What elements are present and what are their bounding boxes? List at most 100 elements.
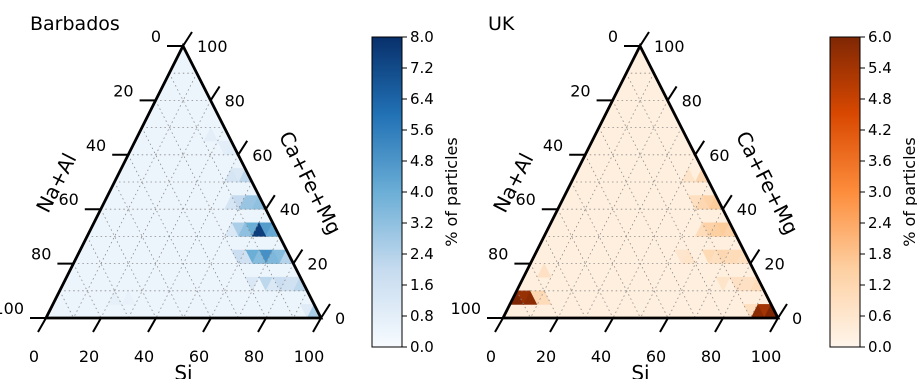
si-tick — [714, 317, 724, 333]
si-tick — [37, 317, 47, 333]
si-tick — [494, 317, 504, 333]
si-tick — [549, 317, 559, 333]
ca-fe-mg-tick-label: 80 — [225, 91, 245, 110]
panel-uk: 000202020404040606060808080100100100SiNa… — [450, 13, 917, 379]
grid-line — [293, 290, 308, 319]
si-tick — [147, 317, 157, 333]
grid-line — [625, 73, 751, 319]
ca-fe-mg-tick — [694, 140, 706, 156]
grid-line — [612, 100, 724, 319]
na-al-tick-label: 40 — [86, 136, 106, 155]
triangle-outline — [500, 42, 781, 320]
colorbar-tick-label: 4.0 — [410, 183, 434, 201]
na-al-tick-label: 20 — [113, 81, 133, 100]
colorbar-tick-label: 5.4 — [868, 59, 892, 77]
grid-line — [59, 290, 74, 319]
colorbar-tick-label: 4.2 — [868, 121, 892, 139]
ca-fe-mg-tick — [320, 303, 331, 319]
grid-line — [612, 154, 696, 319]
si-tick-label: 40 — [591, 347, 611, 366]
grid-line — [265, 263, 294, 319]
si-tick-label: 60 — [646, 347, 666, 366]
colorbar-tick-label: 3.0 — [868, 183, 892, 201]
colorbar-label: % of particles — [442, 137, 461, 246]
panel-barbados: 000202020404040606060808080100100100SiNa… — [0, 13, 461, 379]
ca-fe-mg-tick-label: 80 — [682, 91, 702, 110]
si-tick-label: 100 — [751, 347, 782, 366]
ca-fe-mg-tick-label: 40 — [280, 200, 300, 219]
ca-fe-mg-tick — [749, 249, 761, 265]
grid-line — [238, 236, 280, 319]
grid-line — [516, 290, 531, 319]
ca-fe-mg-tick — [182, 31, 193, 47]
colorbar-tick-label: 6.0 — [868, 28, 892, 46]
si-tick-label: 60 — [189, 347, 209, 366]
grid-line — [168, 73, 294, 319]
si-tick — [257, 317, 267, 333]
colorbar-tick-label: 1.6 — [410, 276, 434, 294]
grid-line — [183, 181, 253, 319]
colorbar-tick-label: 2.4 — [410, 245, 434, 263]
si-tick — [659, 317, 669, 333]
colorbar-tick-label: 1.8 — [868, 245, 892, 263]
grid-line — [86, 236, 129, 319]
ca-fe-mg-tick-label: 20 — [764, 255, 784, 274]
grid-line — [73, 263, 102, 319]
na-al-tick-label: 60 — [58, 190, 78, 209]
colorbar-tick-label: 0.0 — [410, 338, 434, 356]
na-al-tick-label: 100 — [450, 299, 481, 318]
colorbar-tick-label: 3.2 — [410, 214, 434, 232]
grid-line — [530, 73, 655, 319]
grid-line — [571, 181, 641, 319]
grid-line — [530, 263, 559, 319]
colorbar-label: % of particles — [900, 137, 917, 246]
grid-line — [722, 263, 751, 319]
ca-fe-mg-tick — [666, 85, 678, 101]
colorbar-tick-label: 0.0 — [868, 338, 892, 356]
colorbar-tick-label: 8.0 — [410, 28, 434, 46]
si-tick-label: 80 — [701, 347, 721, 366]
heat-cell — [715, 276, 731, 292]
na-al-tick-label: 0 — [608, 27, 618, 46]
na-al-tick-label: 0 — [151, 27, 161, 46]
si-tick-label: 20 — [536, 347, 556, 366]
colorbar — [371, 36, 403, 348]
heat-cell — [203, 126, 219, 142]
na-al-tick-label: 20 — [570, 81, 590, 100]
ca-fe-mg-tick-label: 100 — [197, 37, 228, 56]
grid-line — [750, 290, 765, 319]
si-tick-label: 100 — [294, 347, 325, 366]
si-tick-label: 20 — [79, 347, 99, 366]
ca-fe-mg-tick-label: 60 — [252, 146, 272, 165]
ca-fe-mg-tick-label: 20 — [307, 255, 327, 274]
si-axis-title: Si — [174, 361, 192, 379]
triangle-outline — [43, 42, 324, 320]
colorbar-tick-label: 5.6 — [410, 121, 434, 139]
colorbar-tick-label: 4.8 — [868, 90, 892, 108]
colorbar-tick-label: 2.4 — [868, 214, 892, 232]
ca-fe-mg-tick-label: 0 — [792, 309, 802, 328]
si-tick-label: 0 — [486, 347, 496, 366]
na-al-tick-label: 80 — [31, 245, 51, 264]
panel-title: UK — [488, 13, 515, 35]
grid-line — [155, 100, 267, 319]
si-tick — [312, 317, 322, 333]
si-tick-label: 0 — [29, 347, 39, 366]
ca-fe-mg-tick-label: 40 — [737, 200, 757, 219]
grid-line — [155, 154, 239, 319]
colorbar-tick-label: 1.2 — [868, 276, 892, 294]
na-al-tick-label: 100 — [0, 299, 24, 318]
ca-fe-mg-tick — [209, 85, 221, 101]
ca-fe-mg-axis-title: Ca+Fe+Mg — [274, 127, 346, 238]
ca-fe-mg-tick — [639, 31, 650, 47]
si-tick — [202, 317, 212, 333]
si-tick — [769, 317, 779, 333]
ca-fe-mg-tick — [721, 194, 733, 210]
heat-cell — [121, 290, 136, 305]
grid-line — [73, 73, 198, 319]
heat-cell — [244, 276, 260, 292]
heat-cell — [536, 262, 552, 278]
ca-fe-mg-tick-label: 100 — [654, 37, 685, 56]
heat-cell — [265, 276, 281, 292]
